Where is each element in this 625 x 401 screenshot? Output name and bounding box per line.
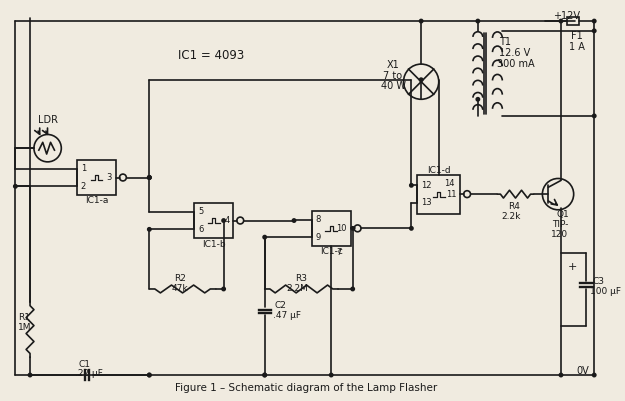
Text: LDR: LDR: [38, 115, 58, 125]
Text: C2: C2: [274, 300, 286, 309]
Bar: [418, 175, 460, 214]
Bar: [567, 18, 579, 26]
Text: 1: 1: [81, 164, 86, 173]
Circle shape: [464, 191, 471, 198]
Text: IC1-a: IC1-a: [85, 196, 108, 205]
Circle shape: [292, 219, 296, 223]
Text: 7 to: 7 to: [383, 71, 402, 81]
Circle shape: [34, 135, 61, 162]
Text: 300 mA: 300 mA: [498, 59, 535, 69]
Circle shape: [592, 20, 597, 24]
Text: T1: T1: [499, 36, 511, 47]
Text: 2.2M: 2.2M: [286, 283, 308, 292]
Circle shape: [28, 373, 32, 377]
Circle shape: [147, 176, 152, 180]
Circle shape: [262, 235, 267, 240]
Circle shape: [559, 20, 563, 24]
Circle shape: [404, 65, 439, 100]
Circle shape: [147, 227, 152, 232]
Circle shape: [592, 114, 597, 119]
Circle shape: [221, 287, 226, 292]
Text: 5: 5: [198, 207, 204, 216]
Text: 40 W: 40 W: [381, 81, 406, 90]
Circle shape: [476, 97, 480, 103]
Text: 12.6 V: 12.6 V: [499, 48, 531, 58]
Circle shape: [542, 179, 574, 210]
Circle shape: [476, 20, 480, 24]
Text: R4: R4: [508, 202, 520, 211]
Text: IC1-c: IC1-c: [320, 247, 342, 256]
Text: 2.2k: 2.2k: [501, 212, 521, 221]
Circle shape: [147, 176, 152, 180]
Text: 7: 7: [336, 248, 341, 257]
Circle shape: [13, 184, 18, 189]
Text: 1 A: 1 A: [569, 41, 584, 51]
Circle shape: [119, 175, 126, 182]
Circle shape: [147, 176, 152, 180]
Text: C1: C1: [79, 359, 91, 368]
Text: +12V: +12V: [552, 11, 579, 21]
Text: 47k: 47k: [171, 283, 188, 292]
Text: .22 μF: .22 μF: [75, 368, 103, 377]
Circle shape: [329, 373, 334, 377]
Text: 120: 120: [551, 229, 569, 238]
Text: R3: R3: [295, 273, 307, 282]
Text: 14: 14: [444, 178, 454, 187]
Circle shape: [419, 78, 424, 83]
Circle shape: [350, 226, 355, 231]
Text: 6: 6: [198, 224, 204, 233]
Text: 3: 3: [107, 172, 112, 182]
Circle shape: [237, 218, 244, 225]
Circle shape: [147, 373, 152, 377]
Text: .47 μF: .47 μF: [272, 310, 301, 319]
Text: IC1-d: IC1-d: [427, 166, 451, 175]
Circle shape: [350, 287, 355, 292]
Text: 4: 4: [224, 215, 229, 225]
Text: Q1: Q1: [556, 210, 569, 219]
Circle shape: [409, 226, 414, 231]
Text: 8: 8: [316, 215, 321, 223]
Bar: [194, 203, 233, 239]
Circle shape: [354, 225, 361, 232]
Bar: [312, 211, 351, 246]
Bar: [77, 160, 116, 196]
Text: IC1-b: IC1-b: [202, 239, 226, 248]
Text: 0V: 0V: [577, 365, 589, 375]
Text: X1: X1: [387, 60, 399, 70]
Circle shape: [409, 183, 414, 188]
Text: Figure 1 – Schematic diagram of the Lamp Flasher: Figure 1 – Schematic diagram of the Lamp…: [174, 382, 437, 392]
Text: 9: 9: [316, 232, 321, 241]
Circle shape: [559, 373, 563, 377]
Text: R1: R1: [18, 312, 30, 321]
Circle shape: [592, 373, 597, 377]
Text: 2: 2: [81, 181, 86, 190]
Circle shape: [262, 373, 267, 377]
Text: TIP-: TIP-: [552, 219, 568, 229]
Text: 1M: 1M: [18, 322, 32, 331]
Text: R2: R2: [174, 273, 186, 282]
Circle shape: [221, 219, 226, 223]
Text: C3: C3: [592, 276, 604, 285]
Text: F1: F1: [571, 31, 582, 41]
Text: +: +: [568, 261, 578, 271]
Circle shape: [419, 20, 424, 24]
Circle shape: [592, 29, 597, 34]
Text: 13: 13: [421, 198, 432, 207]
Circle shape: [262, 373, 267, 377]
Text: 11: 11: [446, 189, 456, 198]
Text: 12: 12: [421, 180, 432, 189]
Circle shape: [147, 373, 152, 377]
Text: 100 μF: 100 μF: [590, 287, 621, 296]
Text: IC1 = 4093: IC1 = 4093: [177, 49, 244, 62]
Text: 10: 10: [336, 223, 347, 232]
